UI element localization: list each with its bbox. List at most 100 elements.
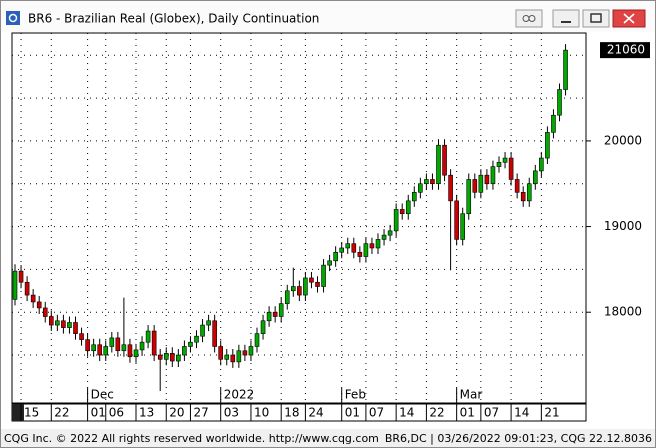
candle-body	[73, 322, 78, 334]
restore-button[interactable]	[582, 9, 610, 28]
date-strip-corner	[12, 404, 24, 421]
candle-body	[369, 243, 375, 249]
candle-body	[139, 341, 145, 351]
candle-body	[532, 170, 538, 185]
candle-body	[242, 350, 248, 356]
x-tick-label: 15	[24, 406, 39, 420]
candle-body	[436, 144, 441, 185]
candle-body	[363, 243, 369, 257]
candle-body	[502, 157, 508, 163]
candle-body	[539, 157, 544, 172]
x-tick-label: 06	[109, 406, 124, 420]
x-tick-label: 10	[254, 406, 269, 420]
minimize-button[interactable]	[552, 9, 580, 28]
candle-body	[236, 350, 242, 363]
candle-body	[230, 354, 236, 363]
y-tick-label: 19000	[604, 219, 642, 233]
x-tick-label: 22	[429, 406, 444, 420]
candle-body	[357, 251, 363, 257]
candle-body	[284, 290, 290, 304]
candle-body	[345, 243, 351, 249]
candle-body	[24, 281, 30, 296]
x-tick-label: 20	[169, 406, 184, 420]
status-right: BR6,DC | 03/26/2022 09:01:23, CQG 22.12.…	[385, 432, 652, 445]
candle-body	[170, 353, 175, 362]
candle-body	[176, 354, 181, 362]
link-glyph	[528, 15, 536, 22]
candle-body	[67, 322, 72, 328]
candle-body	[127, 344, 133, 358]
candle-body	[466, 179, 472, 215]
candle-body	[182, 346, 187, 356]
candle-body	[163, 353, 169, 360]
candle-body	[109, 337, 115, 347]
candle-body	[85, 339, 90, 352]
candle-body	[218, 346, 223, 360]
candle-body	[333, 251, 338, 262]
candle-body	[321, 264, 326, 287]
month-label: Mar	[460, 388, 483, 402]
candle-body	[375, 239, 381, 249]
candle-body	[399, 209, 405, 215]
x-tick-label: 01	[91, 406, 106, 420]
title-bar	[1, 1, 655, 32]
x-tick-label: 21	[544, 406, 559, 420]
candle-body	[442, 144, 447, 176]
candle-body	[430, 179, 435, 185]
x-tick-label: 07	[484, 406, 499, 420]
candle-body	[490, 166, 496, 185]
candle-body	[526, 183, 532, 202]
app-icon	[6, 11, 20, 25]
candle-body	[61, 320, 66, 328]
candle-body	[454, 200, 459, 240]
status-bar	[1, 429, 655, 447]
plot-area	[11, 32, 587, 404]
candle-body	[393, 209, 399, 232]
candle-body	[418, 183, 423, 193]
candle-body	[496, 162, 502, 167]
candle-body	[272, 311, 278, 317]
candle-body	[327, 260, 332, 266]
x-tick-label: 22	[54, 406, 69, 420]
candle-body	[557, 89, 562, 116]
x-tick-label: 01	[345, 406, 360, 420]
app-icon-glyph	[8, 13, 18, 23]
candle-body	[55, 320, 60, 326]
last-price-box	[600, 42, 650, 59]
x-tick-label: 27	[193, 406, 208, 420]
candle-body	[266, 311, 272, 322]
candle-body	[290, 286, 296, 292]
candle-body	[97, 344, 102, 356]
candle-body	[520, 192, 526, 202]
month-label: Feb	[345, 388, 366, 402]
window-buttons	[515, 9, 646, 28]
candle-body	[484, 174, 490, 185]
candle-body	[514, 179, 520, 193]
candle-body	[206, 320, 211, 326]
candle-body	[121, 344, 127, 352]
candle-body	[411, 192, 417, 202]
candle-body	[79, 333, 84, 340]
candle-body	[151, 330, 157, 356]
restore-glyph	[590, 13, 602, 23]
month-label: Dec	[91, 388, 114, 402]
candle-body	[297, 286, 302, 296]
x-tick-label: 01	[460, 406, 475, 420]
candle-body	[18, 270, 24, 283]
x-tick-label: 14	[514, 406, 529, 420]
candle-body	[478, 174, 484, 193]
x-tick-label: 14	[399, 406, 414, 420]
candle-body	[339, 247, 345, 253]
candle-body	[472, 179, 478, 193]
candle-body	[448, 174, 453, 202]
candle-body	[157, 354, 163, 360]
candle-body	[315, 281, 320, 287]
candle-body	[551, 114, 556, 133]
x-tick-label: 03	[224, 406, 239, 420]
candle-body	[309, 277, 314, 283]
status-left: CQG Inc. © 2022 All rights reserved worl…	[4, 432, 379, 445]
candle-body	[248, 346, 254, 356]
candle-body	[48, 316, 54, 326]
candle-body	[351, 243, 357, 253]
